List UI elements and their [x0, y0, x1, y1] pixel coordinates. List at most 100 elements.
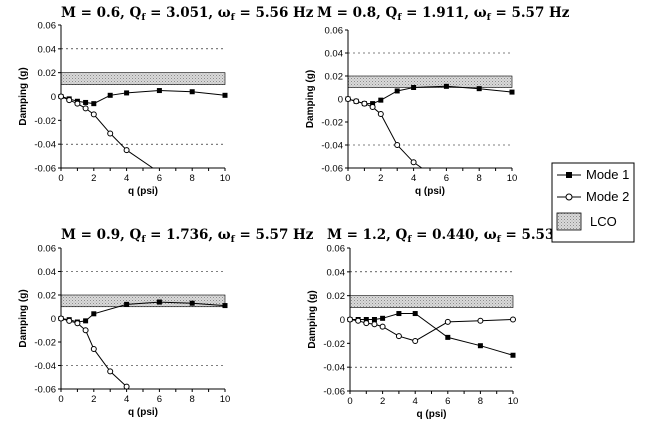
x-axis-label: q (psi) [417, 409, 447, 420]
x-axis-label: q (psi) [415, 186, 445, 197]
title-text: M = 0.8, Q [317, 5, 398, 21]
lco-band [349, 295, 514, 308]
x-tick-label: 0 [347, 396, 352, 407]
mode-1-point [378, 97, 384, 103]
mode-2-point [361, 100, 368, 107]
x-tick-label: 6 [444, 173, 449, 184]
title-subscript: f [407, 234, 412, 245]
series-line-mode-1 [350, 313, 514, 356]
y-tick-label: -0.06 [34, 385, 56, 396]
mode-2-point [379, 323, 386, 330]
x-tick-label: 4 [413, 396, 418, 407]
mode-2-point [395, 333, 402, 340]
mode-2-point [123, 383, 130, 390]
title-subscript: f [231, 234, 236, 245]
mode-1-point [156, 88, 162, 94]
title-subscript: f [141, 12, 146, 23]
mode-2-point [90, 111, 97, 118]
mode-2-point [345, 96, 351, 102]
x-tick-label: 10 [220, 173, 231, 184]
series-line-mode-1 [60, 89, 226, 105]
x-tick-label: 4 [411, 173, 416, 184]
mode-2-point [410, 159, 417, 166]
mode-1-point [222, 303, 228, 309]
mode-1-point [477, 343, 483, 349]
panel-1: M = 0.6, Qf = 3.051, ωf = 5.56 Hz0.060.0… [18, 5, 314, 197]
mode-1-point [476, 86, 482, 92]
y-tick-label: 0.06 [325, 26, 344, 37]
mode-2-point [377, 110, 384, 117]
y-axis-label: Damping (g) [305, 70, 316, 128]
title-text: M = 1.2, Q [327, 227, 408, 243]
mode-2-point [371, 321, 378, 328]
y-tick-label: 0.04 [325, 49, 344, 60]
x-axis-label: q (psi) [128, 186, 158, 197]
panel-title: M = 0.8, Qf = 1.911, ωf = 5.57 Hz [317, 5, 570, 23]
y-tick-label: 0.02 [38, 291, 57, 302]
y-tick-label: -0.06 [34, 164, 56, 175]
mode-2-point [353, 98, 360, 105]
title-text: = 1.911, ω [401, 5, 486, 21]
series-line-mode-1 [347, 85, 513, 105]
y-tick-label: -0.04 [321, 141, 343, 152]
mode-2-point [394, 142, 401, 148]
x-tick-label: 10 [507, 173, 518, 184]
y-tick-label: 0.04 [38, 44, 57, 55]
x-tick-label: 10 [508, 396, 519, 407]
mode-1-point [222, 92, 228, 98]
y-tick-label: -0.02 [321, 118, 343, 129]
mode-2-point [363, 320, 370, 327]
mode-2-point [107, 130, 114, 137]
mode-1-point [124, 90, 130, 96]
legend-lco-swatch [556, 212, 582, 231]
mode-1-point [107, 92, 113, 98]
y-tick-label: -0.04 [323, 363, 345, 374]
mode-1-point [370, 101, 376, 107]
lco-band [347, 75, 513, 88]
panel-2: M = 0.8, Qf = 1.911, ωf = 5.57 Hz0.060.0… [305, 5, 570, 197]
x-tick-label: 0 [58, 173, 63, 184]
y-tick-label: 0.04 [327, 267, 346, 278]
y-tick-label: 0.06 [38, 244, 57, 255]
series-line-mode-2 [349, 319, 514, 342]
x-tick-label: 4 [124, 394, 129, 405]
y-tick-label: 0 [51, 314, 56, 325]
title-subscript: f [487, 12, 492, 23]
x-tick-label: 8 [190, 173, 195, 184]
mode-1-point [394, 88, 400, 94]
mode-2-point [66, 317, 73, 324]
mode-1-point [380, 315, 386, 321]
mode-1-point [124, 301, 130, 307]
mode-1-point [91, 311, 97, 317]
y-tick-label: 0 [51, 92, 56, 103]
mode-1-point [363, 317, 369, 322]
mode-1-point [396, 311, 402, 317]
title-text: = 5.56 Hz [235, 5, 314, 21]
mode-2-point [66, 97, 73, 104]
lco-band [60, 72, 226, 85]
title-subscript: f [497, 234, 502, 245]
mode-1-point [83, 318, 89, 324]
mode-2-point [369, 104, 376, 111]
y-tick-label: 0 [340, 315, 345, 326]
x-tick-label: 8 [477, 173, 482, 184]
panel-title: M = 1.2, Qf = 0.440, ωf = 5.53 Hz [327, 227, 580, 245]
title-text: = 5.57 Hz [235, 227, 314, 243]
y-tick-label: 0.02 [327, 291, 346, 302]
panel-title: M = 0.9, Qf = 1.736, ωf = 5.57 Hz [61, 227, 314, 245]
mode-1-point [189, 300, 195, 306]
x-tick-label: 0 [345, 173, 350, 184]
x-tick-label: 4 [124, 173, 129, 184]
mode-1-point [156, 299, 162, 305]
series-line-mode-2 [60, 96, 154, 169]
mode-2-point [510, 316, 516, 323]
y-tick-label: 0.06 [327, 244, 346, 255]
y-axis-label: Damping (g) [18, 67, 29, 125]
x-tick-label: 6 [157, 173, 162, 184]
legend: Mode 1 Mode 2 LCO [551, 162, 635, 243]
title-subscript: f [231, 12, 236, 23]
title-text: = 1.736, ω [145, 227, 230, 243]
y-axis-label: Damping (g) [18, 289, 29, 347]
mode-1-point [509, 89, 515, 95]
